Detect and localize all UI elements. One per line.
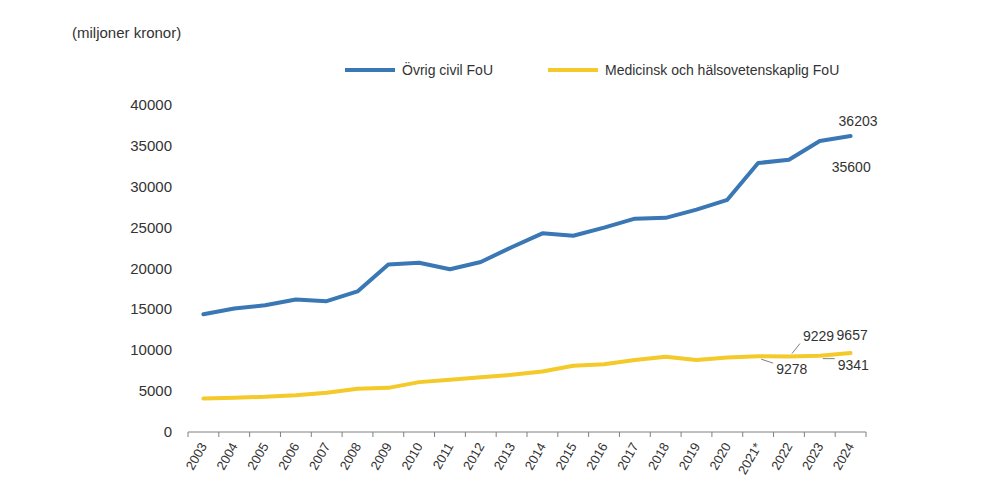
data-label: 9278 (776, 361, 807, 377)
y-tick (184, 309, 188, 310)
legend-label: Övrig civil FoU (402, 61, 493, 78)
y-tick-label: 40000 (130, 96, 172, 113)
x-tick (249, 432, 250, 437)
x-tick-label: 2003 (183, 440, 210, 473)
x-tick-label: 2019 (676, 440, 703, 473)
x-tick-label: 2016 (583, 440, 610, 473)
x-tick (588, 432, 589, 437)
x-tick-label: 2006 (275, 440, 302, 473)
x-tick-label: 2022 (768, 440, 795, 473)
y-tick-label: 15000 (130, 300, 172, 317)
x-tick-label: 2013 (491, 440, 518, 473)
x-tick-label: 2021* (735, 440, 765, 477)
y-tick-label: 25000 (130, 219, 172, 236)
x-tick-label: 2017 (614, 440, 641, 473)
x-tick (188, 432, 189, 437)
x-tick-label: 2009 (367, 440, 394, 473)
x-tick-label: 2020 (706, 440, 733, 473)
data-label: 9657 (837, 327, 868, 343)
data-label: 9341 (838, 357, 869, 373)
x-tick (372, 432, 373, 437)
x-tick (866, 432, 867, 437)
x-tick (527, 432, 528, 437)
y-tick-label: 10000 (130, 341, 172, 358)
x-tick (681, 432, 682, 437)
series-line (203, 136, 850, 314)
x-tick-label: 2004 (213, 440, 240, 473)
y-tick-label: 35000 (130, 137, 172, 154)
y-tick-label: 20000 (130, 260, 172, 277)
x-tick (711, 432, 712, 437)
x-tick (342, 432, 343, 437)
x-tick-label: 2005 (244, 440, 271, 473)
y-axis-label: (miljoner kronor) (72, 24, 181, 41)
chart-svg: (miljoner kronor) 0 5000 10000 15000 20000 250… (0, 0, 1000, 503)
data-label: 35600 (832, 159, 871, 175)
y-tick (184, 268, 188, 269)
label-leader (761, 359, 773, 363)
x-tick (434, 432, 435, 437)
y-tick (184, 186, 188, 187)
x-tick (218, 432, 219, 437)
chart-container: (miljoner kronor) 0 5000 10000 15000 20000 250… (0, 0, 1000, 503)
x-tick-label: 2023 (799, 440, 826, 473)
y-tick-label: 0 (164, 423, 172, 440)
plot-area (203, 136, 850, 398)
data-label: 9229 (803, 328, 834, 344)
x-tick (835, 432, 836, 437)
x-tick-label: 2008 (337, 440, 364, 473)
x-tick-label: 2012 (460, 440, 487, 473)
y-tick-label: 30000 (130, 178, 172, 195)
y-tick (184, 350, 188, 351)
x-tick-label: 2024 (830, 440, 857, 473)
x-tick-label: 2010 (398, 440, 425, 473)
x-tick-label: 2014 (522, 440, 549, 473)
x-tick (773, 432, 774, 437)
legend-swatch (548, 68, 598, 72)
label-leader (792, 344, 800, 354)
x-tick-label: 2011 (430, 440, 457, 472)
x-tick (619, 432, 620, 437)
x-tick-label: 2015 (552, 440, 579, 473)
x-tick (403, 432, 404, 437)
x-tick-label: 2007 (306, 440, 333, 473)
x-tick (280, 432, 281, 437)
legend-label: Medicinsk och hälsovetenskaplig FoU (605, 62, 839, 78)
x-tick (311, 432, 312, 437)
x-tick (496, 432, 497, 437)
y-tick (184, 432, 188, 433)
legend-swatch (345, 68, 395, 72)
x-tick (557, 432, 558, 437)
y-tick (184, 145, 188, 146)
x-tick (465, 432, 466, 437)
x-tick (742, 432, 743, 437)
data-label: 36203 (839, 113, 878, 129)
x-tick-label: 2018 (645, 440, 672, 473)
series-line (203, 353, 850, 398)
y-tick-label: 5000 (139, 382, 172, 399)
y-tick (184, 105, 188, 106)
y-tick (184, 227, 188, 228)
x-tick (650, 432, 651, 437)
label-leader (823, 358, 835, 359)
x-tick (804, 432, 805, 437)
y-tick (184, 391, 188, 392)
